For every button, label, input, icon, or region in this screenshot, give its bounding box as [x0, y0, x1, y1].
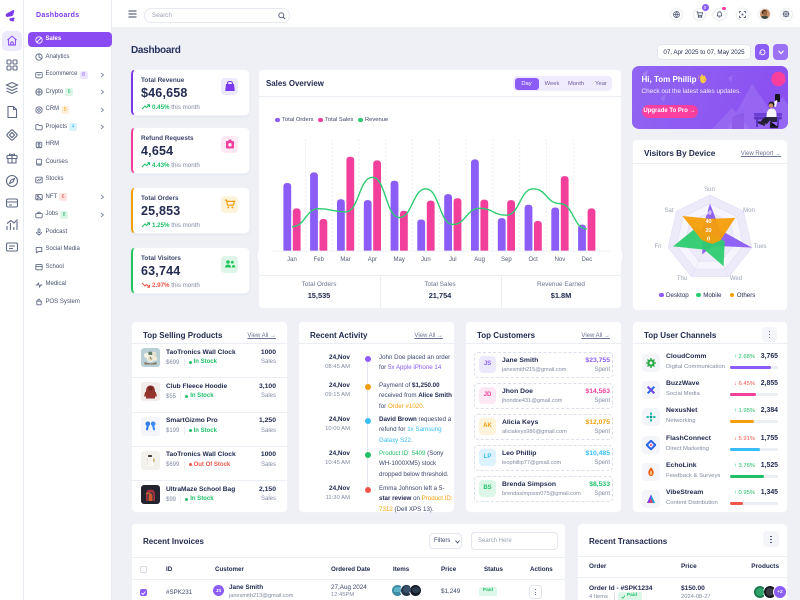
svg-text:0: 0 — [707, 237, 710, 243]
svg-text:Apr: Apr — [368, 257, 377, 263]
svg-text:Dec: Dec — [581, 257, 592, 263]
svg-text:Sat: Sat — [664, 208, 673, 214]
svg-text:60: 60 — [705, 211, 711, 217]
svg-text:Mar: Mar — [340, 257, 350, 263]
svg-text:Jan: Jan — [287, 257, 297, 263]
svg-text:May: May — [394, 257, 405, 263]
svg-text:Tues: Tues — [753, 244, 766, 250]
svg-text:Feb: Feb — [314, 257, 325, 263]
svg-text:40: 40 — [705, 219, 711, 225]
svg-text:Wed: Wed — [730, 276, 742, 282]
svg-text:Oct: Oct — [529, 257, 539, 263]
svg-text:Fri: Fri — [655, 244, 662, 250]
svg-text:Sun: Sun — [704, 187, 715, 193]
svg-text:Jun: Jun — [421, 257, 431, 263]
svg-text:Thu: Thu — [677, 276, 687, 282]
svg-text:Nov: Nov — [555, 257, 566, 263]
svg-text:Aug: Aug — [474, 257, 485, 263]
svg-text:20: 20 — [705, 228, 711, 234]
svg-text:Sep: Sep — [501, 257, 512, 263]
svg-text:Jul: Jul — [449, 257, 457, 263]
svg-text:Mon: Mon — [743, 208, 755, 214]
